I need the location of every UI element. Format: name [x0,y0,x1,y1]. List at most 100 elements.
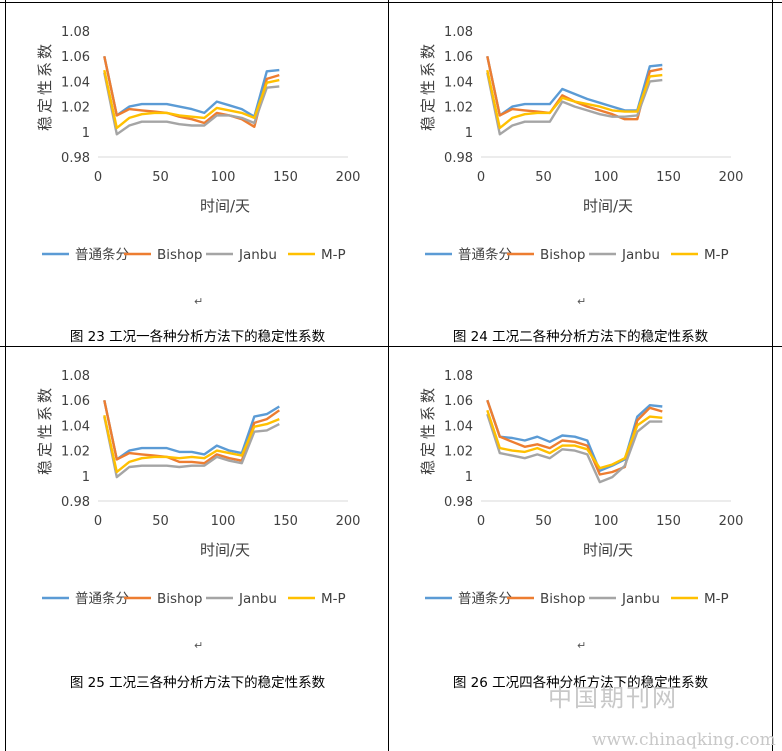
legend-label: M-P [704,247,729,263]
chart-panel-2: 0.98 1 1.02 1.04 1.06 1.08 0 50 100 150 200 时间/天 稳定性… [389,3,772,346]
x-tick-label: 200 [336,170,361,185]
x-tick-label: 0 [94,170,102,185]
legend-label: 普通条分 [75,590,129,607]
y-tick-label: 0.98 [61,151,90,166]
chart-panel-4: 0.98 1 1.02 1.04 1.06 1.08 0 50 100 150 200 时间/天 稳定性… [389,347,772,691]
series-line-2 [103,55,280,129]
paragraph-mark: ↵ [194,295,204,308]
y-tick-label: 1.04 [61,75,90,90]
x-tick-label: 0 [94,514,102,529]
series-line-3 [103,72,280,136]
y-tick-label: 1.02 [444,445,473,460]
y-axis-title: 稳定性系数 [419,41,437,131]
figure-caption: 图 24 工况二各种分析方法下的稳定性系数 [452,329,709,345]
legend-label: Janbu [621,591,660,607]
cell-divider-horizontal [0,346,782,347]
x-tick-label: 50 [535,514,552,529]
y-tick-label: 1.08 [444,369,473,384]
y-tick-label: 1.06 [444,394,473,409]
line-chart: 0.98 1 1.02 1.04 1.06 1.08 0 50 100 150 200 时间/天 稳定性… [419,25,744,263]
y-tick-label: 1.06 [444,50,473,65]
x-tick-label: 50 [152,170,169,185]
y-tick-label: 1.08 [61,369,90,384]
legend-label: 普通条分 [75,246,129,263]
y-tick-label: 1.04 [444,75,473,90]
chart-panel-1: 0.98 1 1.02 1.04 1.06 1.08 0 50 100 150 200 时间/天 稳定性… [6,3,389,346]
chart-panel-3: 0.98 1 1.02 1.04 1.06 1.08 0 50 100 150 200 时间/天 稳定性… [6,347,389,691]
y-tick-label: 1.08 [61,25,90,40]
y-tick-label: 1.02 [444,101,473,116]
paragraph-mark: ↵ [577,639,587,652]
figure-caption: 图 25 工况三各种分析方法下的稳定性系数 [69,675,326,691]
paragraph-mark: ↵ [577,295,587,308]
x-axis-title: 时间/天 [583,197,633,215]
y-tick-label: 1.04 [444,419,473,434]
series-line-1 [486,399,663,473]
legend-label: 普通条分 [458,590,512,607]
y-tick-label: 0.98 [61,495,90,510]
y-tick-label: 1.06 [61,50,90,65]
x-tick-label: 0 [477,514,485,529]
y-axis-title: 稳定性系数 [36,385,54,475]
series-line-4 [103,69,280,130]
series-line-4 [103,415,280,474]
paragraph-mark: ↵ [194,639,204,652]
y-tick-label: 1 [82,126,90,141]
x-axis-title: 时间/天 [200,197,250,215]
x-tick-label: 0 [477,170,485,185]
line-chart: 0.98 1 1.02 1.04 1.06 1.08 0 50 100 150 200 时间/天 稳定性… [36,369,361,607]
y-tick-label: 1.02 [61,445,90,460]
x-tick-label: 50 [152,514,169,529]
watermark-text: 中国期刊网 [548,684,678,712]
x-tick-label: 150 [656,170,681,185]
y-tick-label: 0.98 [444,495,473,510]
legend-label: M-P [321,591,346,607]
x-tick-label: 50 [535,170,552,185]
x-axis-title: 时间/天 [583,541,633,559]
x-tick-label: 100 [211,514,236,529]
series-line-3 [103,416,280,479]
legend-label: Janbu [621,247,660,263]
y-tick-label: 1 [82,470,90,485]
series-line-3 [486,413,663,484]
y-tick-label: 1.08 [444,25,473,40]
line-chart: 0.98 1 1.02 1.04 1.06 1.08 0 50 100 150 200 时间/天 稳定性… [36,25,361,263]
y-axis-title: 稳定性系数 [36,41,54,131]
line-chart: 0.98 1 1.02 1.04 1.06 1.08 0 50 100 150 200 时间/天 稳定性… [419,369,744,607]
legend-label: M-P [704,591,729,607]
cell-border-top [0,2,782,3]
figure-caption: 图 26 工况四各种分析方法下的稳定性系数 [452,675,709,691]
legend-label: Bishop [157,247,202,263]
cell-divider-vertical [388,0,389,751]
legend-label: Bishop [540,591,585,607]
x-axis-title: 时间/天 [200,541,250,559]
legend-label: Bishop [157,591,202,607]
cell-border-left [5,0,6,751]
x-tick-label: 200 [719,514,744,529]
series-line-4 [486,409,663,470]
y-tick-label: 1.06 [61,394,90,409]
series-line-1 [103,399,280,461]
series-line-3 [486,72,663,136]
x-tick-label: 100 [594,514,619,529]
legend-label: 普通条分 [458,246,512,263]
y-tick-label: 1.02 [61,101,90,116]
x-tick-label: 150 [273,170,298,185]
y-tick-label: 1 [465,470,473,485]
watermark-url: www.chinaqking.com [592,730,776,750]
x-tick-label: 200 [336,514,361,529]
legend-label: Bishop [540,247,585,263]
legend-label: M-P [321,247,346,263]
y-tick-label: 1.04 [61,419,90,434]
x-tick-label: 150 [656,514,681,529]
figure-caption: 图 23 工况一各种分析方法下的稳定性系数 [69,329,326,345]
legend-label: Janbu [238,591,277,607]
y-axis-title: 稳定性系数 [419,385,437,475]
x-tick-label: 200 [719,170,744,185]
cell-border-right [772,0,773,751]
x-tick-label: 150 [273,514,298,529]
y-tick-label: 1 [465,126,473,141]
series-line-4 [486,69,663,130]
series-line-1 [103,55,280,118]
